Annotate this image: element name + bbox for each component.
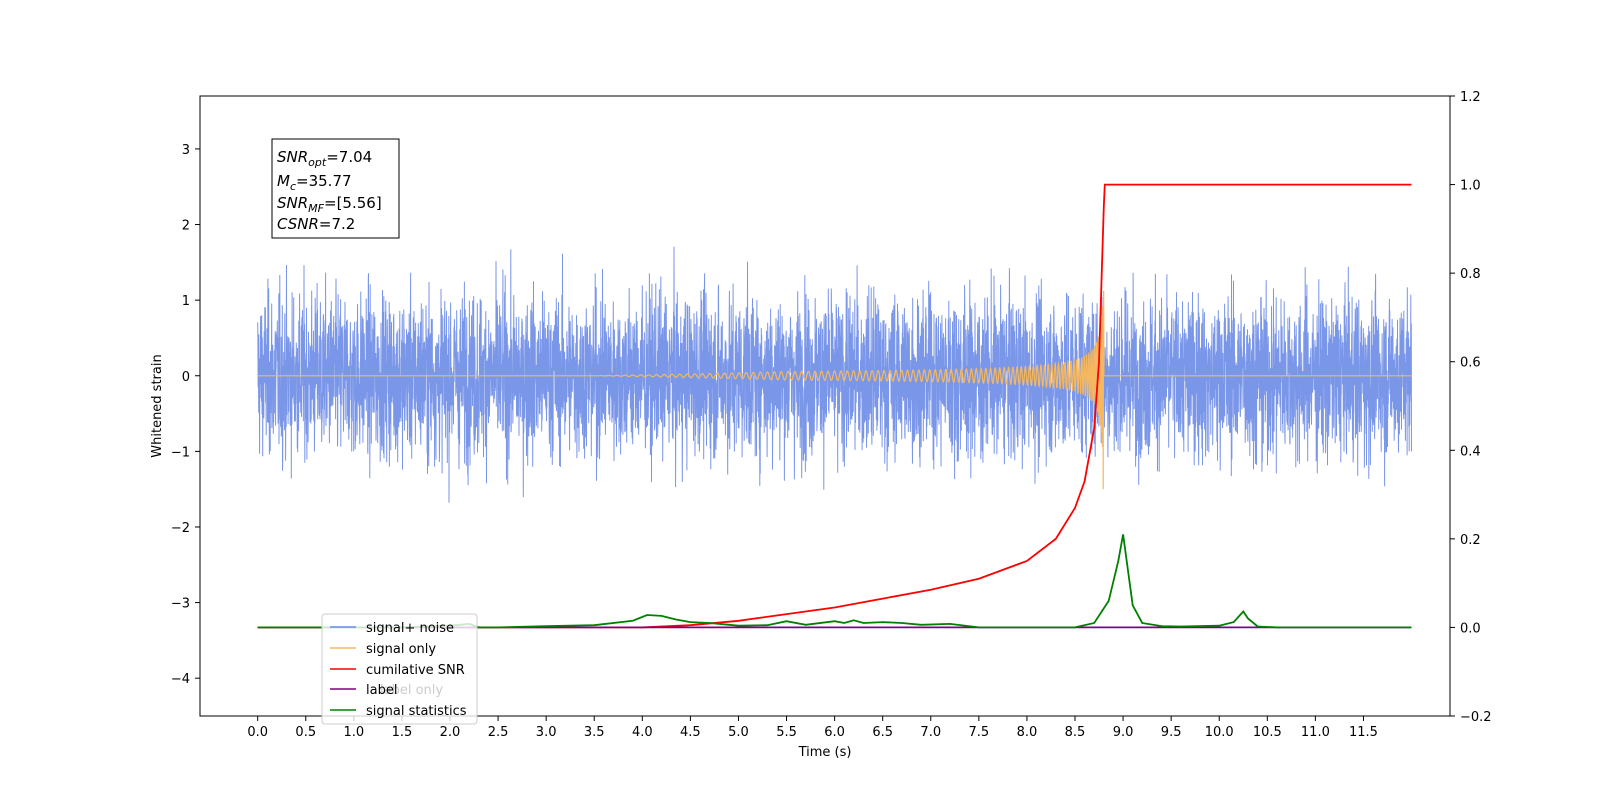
y-left-tick-label: −3 [171,597,190,612]
x-tick-label: 5.0 [728,725,749,740]
y-left-tick-label: −2 [171,521,190,536]
y-right-tick-label: 0.8 [1460,267,1481,282]
x-tick-label: 10.0 [1205,725,1234,740]
x-tick-label: 10.5 [1253,725,1282,740]
x-tick-label: 8.5 [1065,725,1086,740]
y-right-tick-label: 1.2 [1460,90,1481,105]
y-left-tick-label: −1 [171,445,190,460]
y-right-tick-label: −0.2 [1460,710,1492,725]
y-right-tick-label: 0.2 [1460,533,1481,548]
x-tick-label: 3.0 [536,725,557,740]
legend-entry-signal-statistics: signal statistics [366,704,467,719]
x-tick-label: 5.5 [776,725,797,740]
annotation-mc: Mc=35.77 [277,172,352,193]
series-signal-noise [257,246,1412,503]
x-tick-label: 0.0 [247,725,268,740]
annotation-snr-mf: SNRMF=[5.56] [277,194,382,215]
y-left-tick-label: −4 [171,672,190,687]
y-axis-label: Whitened strain [150,354,165,457]
x-tick-label: 6.0 [824,725,845,740]
x-tick-label: 7.0 [920,725,941,740]
y-right-tick-label: 1.0 [1460,179,1481,194]
legend-entry-signal-only: signal only [366,642,436,657]
x-tick-label: 11.5 [1349,725,1378,740]
mc-base: M [277,172,290,190]
y-left-tick-label: 0 [182,370,190,385]
snr-mf-sub: MF [308,202,324,215]
series-signal-only [257,290,1412,490]
x-tick-label: 7.5 [969,725,990,740]
x-tick-label: 4.5 [680,725,701,740]
y-right-tick-label: 0.4 [1460,444,1481,459]
y-right-tick-label: 0.0 [1460,621,1481,636]
legend: label only signal+ noise signal only cum… [321,613,478,725]
csnr-value: =7.2 [319,215,355,233]
x-tick-label: 9.0 [1113,725,1134,740]
y-left-tick-label: 1 [182,294,190,309]
x-tick-label: 9.5 [1161,725,1182,740]
annotation-box: SNRopt=7.04 Mc=35.77 SNRMF=[5.56] CSNR=7… [271,138,400,239]
annotation-snr-opt: SNRopt=7.04 [277,148,372,169]
y-right-tick-label: 0.6 [1460,356,1481,371]
legend-entry-label: label [366,683,397,698]
snr-opt-value: =7.04 [326,148,372,166]
axes-frame [199,95,1451,717]
legend-entry-cumulative-snr: cumilative SNR [366,663,465,678]
y-left-tick-label: 2 [182,219,190,234]
series-cumulative-snr [257,183,1412,629]
snr-opt-base: SNR [277,148,308,166]
series-signal-statistics [257,534,1412,629]
x-tick-label: 1.5 [392,725,413,740]
mc-sub: c [290,180,296,193]
legend-hidden-text: label only [380,683,443,698]
x-tick-label: 2.5 [488,725,509,740]
y-axis-right: 1.2 1.0 0.8 0.6 0.4 0.2 0.0 −0.2 [1450,90,1492,725]
x-tick-label: 4.0 [632,725,653,740]
x-tick-label: 1.0 [344,725,365,740]
x-tick-label: 11.0 [1301,725,1330,740]
annotation-frame [271,138,400,239]
x-tick-label: 6.5 [872,725,893,740]
x-axis-label: Time (s) [798,745,852,760]
x-tick-label: 8.0 [1017,725,1038,740]
y-left-tick-label: 3 [182,143,190,158]
snr-mf-value: =[5.56] [324,194,382,212]
y-axis-left: 3 2 1 0 −1 −2 −3 −4 [171,143,200,687]
x-tick-label: 3.5 [584,725,605,740]
x-axis: 0.0 0.5 1.0 1.5 2.0 2.5 3.0 3.5 4.0 4.5 5.0 5.5 6.0 6… [247,716,1378,740]
legend-frame [321,613,478,725]
annotation-csnr: CSNR=7.2 [277,215,355,233]
csnr-base: CSNR [277,215,319,233]
x-tick-label: 2.0 [440,725,461,740]
legend-entry-signal-noise: signal+ noise [366,621,454,636]
mc-value: =35.77 [296,172,352,190]
x-tick-label: 0.5 [295,725,316,740]
snr-mf-base: SNR [277,194,308,212]
snr-opt-sub: opt [308,156,327,169]
